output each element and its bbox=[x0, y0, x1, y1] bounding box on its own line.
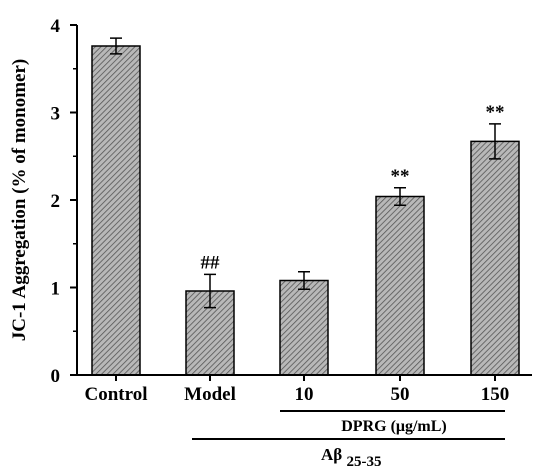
bars-layer bbox=[91, 45, 520, 376]
error-bars-layer bbox=[110, 37, 501, 309]
abeta-label-subscript: 25-35 bbox=[346, 454, 381, 470]
y-tick-label: 1 bbox=[51, 279, 61, 300]
bar-10 bbox=[279, 279, 329, 376]
significance-mark: ** bbox=[486, 102, 505, 123]
x-tick-label: 10 bbox=[295, 384, 314, 405]
significance-layer: ## ** ** bbox=[201, 102, 505, 274]
y-tick-label: 2 bbox=[51, 191, 61, 212]
x-tick-label: 50 bbox=[391, 384, 410, 405]
x-tick-label: 150 bbox=[481, 384, 510, 405]
bar-control bbox=[91, 45, 141, 376]
y-tick-label: 3 bbox=[51, 104, 61, 125]
x-tick-labels: Control Model 10 50 150 bbox=[85, 384, 510, 405]
x-tick-label: Model bbox=[184, 384, 236, 405]
y-axis-title: JC-1 Aggregation (% of monomer) bbox=[9, 59, 30, 342]
abeta-label-main: Aβ bbox=[321, 445, 342, 464]
y-tick-labels: 0 1 2 3 4 bbox=[51, 16, 61, 387]
bar-50 bbox=[375, 195, 425, 376]
y-tick-label: 4 bbox=[51, 16, 61, 37]
dprg-group-label: DPRG (μg/mL) bbox=[341, 418, 447, 435]
significance-mark: ** bbox=[391, 166, 410, 187]
abeta-group-label: Aβ 25-35 bbox=[321, 445, 381, 470]
x-tick-label: Control bbox=[85, 384, 148, 405]
bar-150 bbox=[470, 140, 520, 376]
significance-mark: ## bbox=[201, 252, 221, 273]
y-tick-label: 0 bbox=[51, 366, 61, 387]
